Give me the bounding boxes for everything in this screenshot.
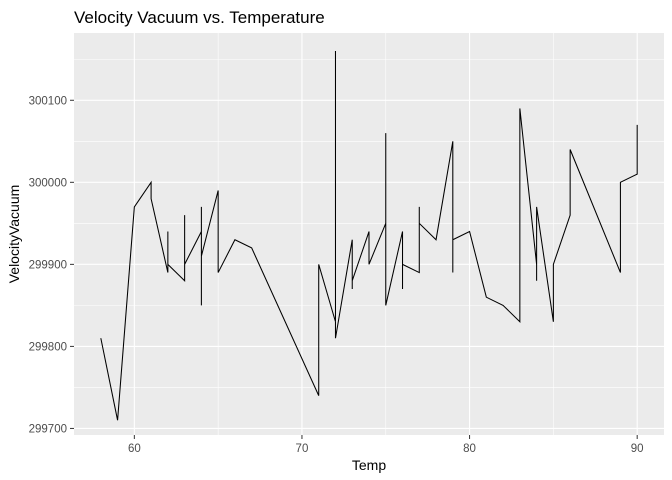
chart-title: Velocity Vacuum vs. Temperature	[74, 8, 325, 27]
y-tick-label: 299800	[29, 341, 67, 353]
series-line	[100, 51, 638, 421]
x-tick-label: 60	[128, 443, 141, 455]
y-tick-label: 300000	[29, 177, 67, 189]
y-tick-label: 299700	[29, 423, 67, 435]
y-tick-label: 300100	[29, 95, 67, 107]
x-tick-label: 70	[296, 443, 309, 455]
x-tick-label: 90	[631, 443, 644, 455]
y-axis-title: VelocityVacuum	[6, 185, 22, 284]
x-tick-label: 80	[463, 443, 476, 455]
x-axis: 60 70 80 90	[128, 435, 644, 455]
y-tick-label: 299900	[29, 259, 67, 271]
x-axis-title: Temp	[352, 457, 386, 473]
y-axis: 299700 299800 299900 300000 300100	[29, 95, 74, 435]
series-layer	[100, 51, 638, 421]
